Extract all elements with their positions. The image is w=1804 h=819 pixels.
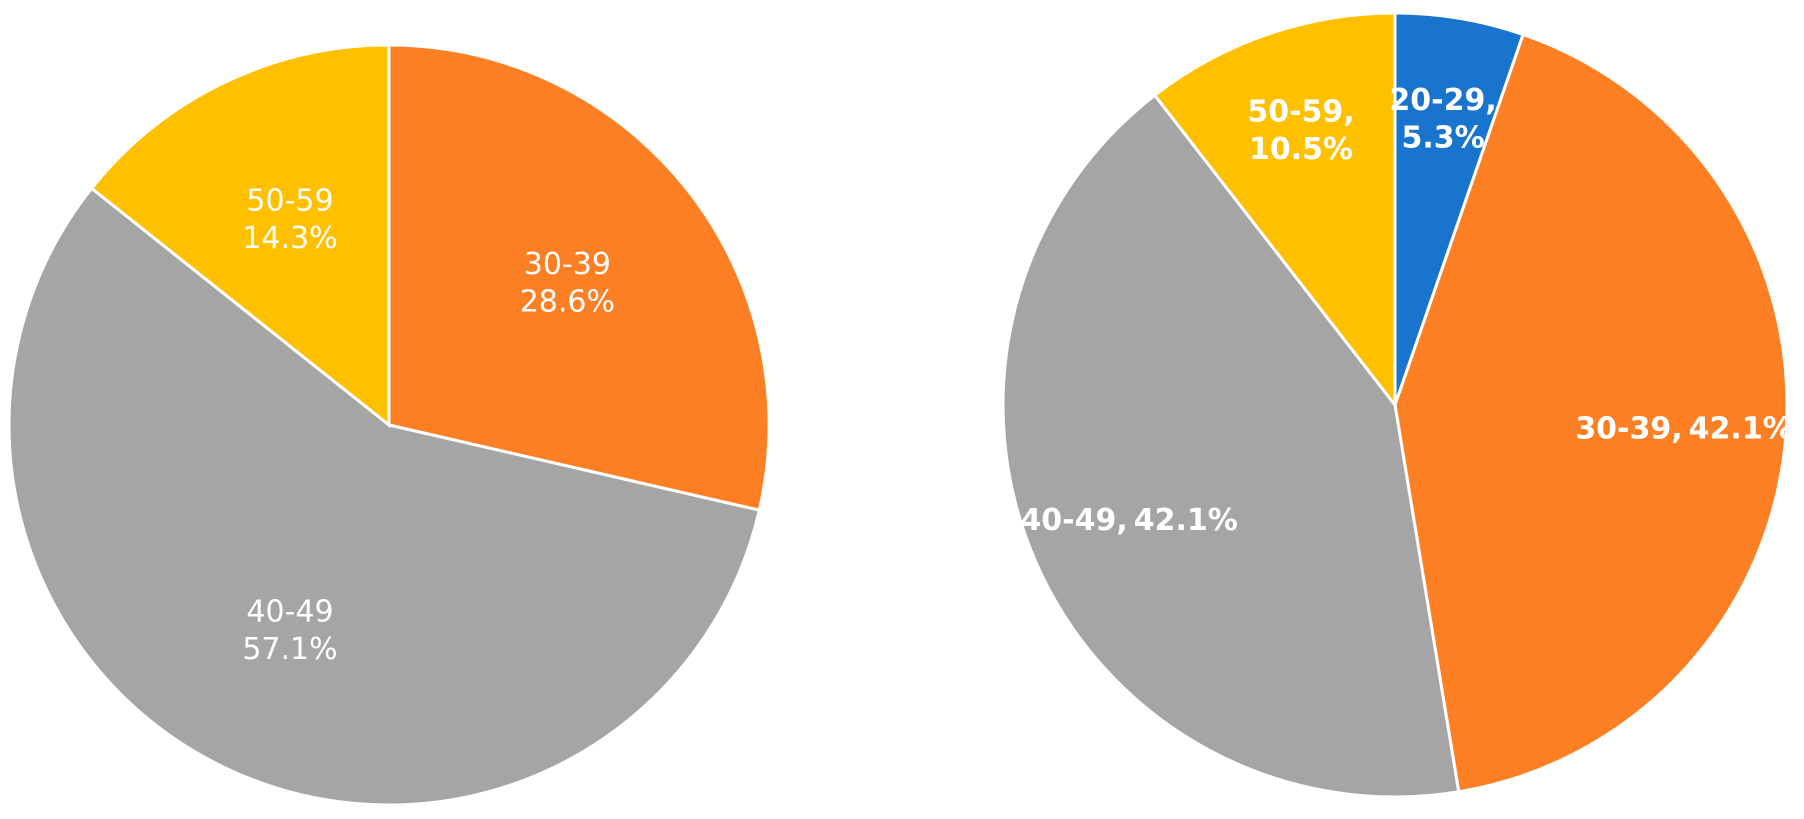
label-value: 42.1%: [1134, 503, 1238, 538]
data-label: 20-29, 5.3%: [1389, 82, 1496, 154]
label-value: 5.3%: [1401, 120, 1484, 155]
pie-slice: [1393, 32, 1789, 794]
label-category: 20-29: [1389, 82, 1485, 117]
label-category: 40-49: [1020, 503, 1116, 538]
data-label: 30-39 28.6%: [520, 247, 615, 320]
label-category: 50-59: [246, 183, 333, 218]
data-label: 40-49 57.1%: [242, 594, 337, 667]
pie-slice: [1001, 93, 1461, 799]
pie: 20-29, 5.3%30-39, 42.1%40-49, 42.1%50-59, 10…: [1001, 11, 1793, 799]
label-category: 30-39: [524, 247, 611, 282]
pie-slice: [387, 43, 771, 513]
data-label: 30-39, 42.1%: [1575, 411, 1792, 446]
label-value: 57.1%: [242, 631, 337, 666]
label-separator: ,: [1671, 411, 1682, 446]
pie-slice: [7, 186, 762, 807]
label-value: 10.5%: [1249, 132, 1353, 167]
label-separator: ,: [1116, 503, 1127, 538]
label-category: 40-49: [246, 594, 333, 629]
label-value: 42.1%: [1689, 411, 1793, 446]
label-value: 28.6%: [520, 284, 615, 319]
data-label: 40-49, 42.1%: [1020, 503, 1237, 538]
pie-slice: [1152, 11, 1397, 410]
label-category: 30-39: [1575, 411, 1671, 446]
pie-slice: [89, 43, 391, 429]
pie: 30-39 28.6% 40-49 57.1% 50-59 14.3%: [7, 43, 771, 807]
data-label: 50-59, 10.5%: [1247, 94, 1354, 167]
label-value: 14.3%: [242, 221, 337, 256]
label-category: 50-59: [1247, 94, 1343, 129]
label-separator: ,: [1485, 82, 1496, 117]
label-separator: ,: [1343, 94, 1354, 129]
data-label: 50-59 14.3%: [242, 183, 337, 256]
